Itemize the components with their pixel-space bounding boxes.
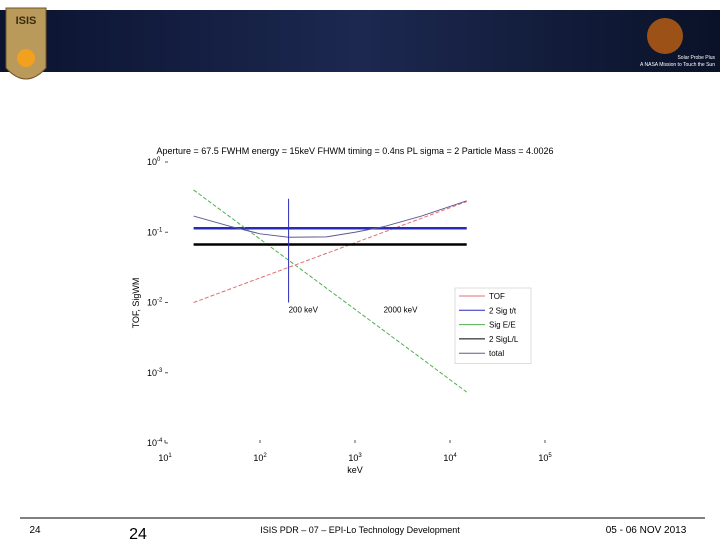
chart-title: Aperture = 67.5 FWHM energy = 15keV FHWM… xyxy=(156,146,553,156)
x-tick-label: 104 xyxy=(443,453,457,463)
legend-label: TOF xyxy=(489,292,505,301)
legend-label: total xyxy=(489,349,504,358)
series-line xyxy=(193,189,468,393)
x-tick-label: 105 xyxy=(538,453,552,463)
logo-sun xyxy=(17,49,35,67)
y-tick-label: 10-2 xyxy=(147,298,163,308)
logo-text: ISIS xyxy=(16,15,37,27)
annotation: 200 keV xyxy=(289,306,319,315)
legend-box xyxy=(454,287,532,364)
x-axis-label: keV xyxy=(347,465,363,475)
plot: 101 102 103 104 105 100 10-1 10-2 10-3 10-4 200 ke… xyxy=(147,157,552,463)
banner-text: Solar Probe Plus xyxy=(677,55,715,61)
legend-label: 2 SigL/L xyxy=(489,335,519,344)
x-tick-label: 101 xyxy=(158,453,172,463)
series-line xyxy=(193,200,467,238)
y-tick-label: 100 xyxy=(147,157,161,167)
footer-date: 05 - 06 NOV 2013 xyxy=(606,525,687,536)
x-tick-label: 102 xyxy=(253,453,267,463)
slide-number: 24 xyxy=(129,526,147,540)
annotation: 2000 keV xyxy=(384,306,418,315)
sun-image xyxy=(647,18,683,54)
y-tick-label: 10-4 xyxy=(147,438,163,448)
banner xyxy=(0,10,720,72)
slide-number-small: 24 xyxy=(29,525,41,536)
legend-label: Sig E/E xyxy=(489,321,516,330)
y-tick-label: 10-3 xyxy=(147,368,163,378)
y-tick-label: 10-1 xyxy=(147,227,163,237)
legend-label: 2 Sig t/t xyxy=(489,306,517,315)
series-line xyxy=(193,201,467,303)
y-axis-label: TOF, SigWM xyxy=(131,278,141,329)
footer-text: ISIS PDR – 07 – EPI-Lo Technology Develo… xyxy=(260,525,460,535)
x-tick-label: 103 xyxy=(348,453,362,463)
banner-text: A NASA Mission to Touch the Sun xyxy=(640,62,715,68)
logo xyxy=(5,7,47,80)
